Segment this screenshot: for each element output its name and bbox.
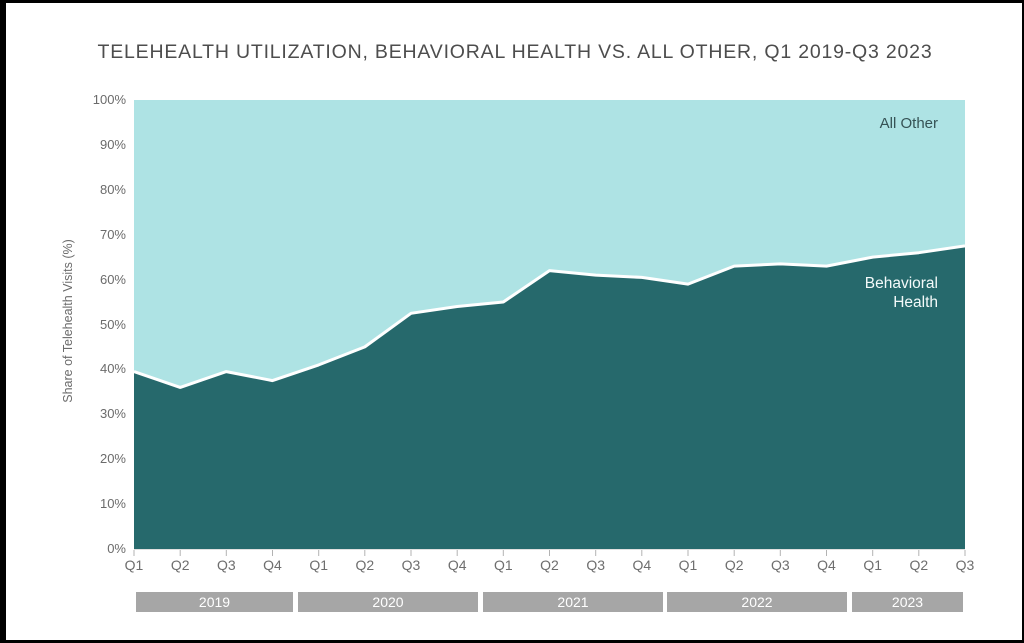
x-tick-label: Q2 <box>909 557 929 573</box>
series-label-behavioral-line1: Behavioral <box>864 275 938 292</box>
x-tick-label: Q4 <box>447 557 467 573</box>
y-tick-label-50: 50% <box>99 316 126 332</box>
series-label-all-other: All Other <box>879 115 938 132</box>
x-tick-label: Q3 <box>586 557 605 573</box>
y-tick-label-30: 30% <box>99 406 126 422</box>
x-tick-label: Q1 <box>309 557 328 573</box>
x-tick-label: Q3 <box>401 557 421 573</box>
y-tick-label-10: 10% <box>99 496 126 512</box>
x-tick-label: Q3 <box>770 557 790 573</box>
x-tick-label: Q3 <box>216 557 236 573</box>
x-tick-label: Q1 <box>124 557 144 573</box>
series-boundary-line <box>133 244 966 389</box>
y-tick-label-70: 70% <box>99 226 126 242</box>
chart-title: TELEHEALTH UTILIZATION, BEHAVIORAL HEALT… <box>97 41 933 63</box>
year-band-2022: 2022 <box>667 592 847 612</box>
x-tick-label: Q2 <box>540 557 559 573</box>
x-tick-label: Q2 <box>170 557 190 573</box>
x-tick-label: Q2 <box>724 557 744 573</box>
year-band-2021: 2021 <box>483 592 663 612</box>
x-tick-label: Q1 <box>678 557 698 573</box>
x-tick-label: Q3 <box>955 557 975 573</box>
y-tick-label-90: 90% <box>99 136 126 152</box>
y-axis-title: Share of Telehealth Visits (%) <box>61 239 75 403</box>
stacked-area-chart <box>133 100 966 556</box>
y-tick-label-100: 100% <box>92 92 126 107</box>
series-label-behavioral-health: Behavioral Health <box>865 274 938 312</box>
y-tick-label-20: 20% <box>99 451 126 467</box>
y-tick-label-60: 60% <box>99 271 126 287</box>
year-band-2019: 2019 <box>136 592 293 612</box>
year-band-2023: 2023 <box>852 592 963 612</box>
x-tick-label: Q4 <box>817 557 836 573</box>
x-tick-label: Q1 <box>493 557 513 573</box>
x-tick-label: Q2 <box>355 557 375 573</box>
year-band-2020: 2020 <box>298 592 478 612</box>
x-tick-label: Q4 <box>632 557 652 573</box>
y-tick-label-40: 40% <box>99 361 126 377</box>
x-tick-label: Q4 <box>263 557 282 573</box>
series-label-behavioral-line2: Health <box>893 294 938 311</box>
x-tick-label: Q1 <box>863 557 882 573</box>
area-behavioral-health <box>134 245 965 549</box>
y-tick-label-80: 80% <box>99 181 126 197</box>
y-tick-label-0: 0% <box>107 541 126 556</box>
